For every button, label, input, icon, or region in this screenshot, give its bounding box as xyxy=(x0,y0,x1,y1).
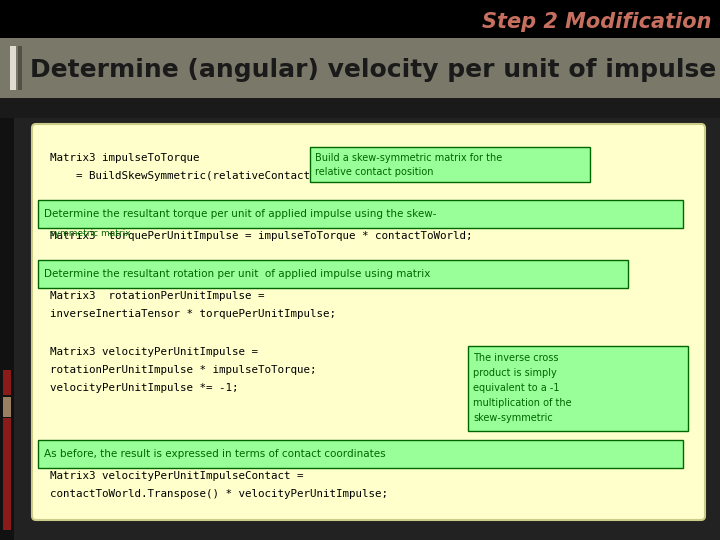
Text: equivalent to a -1: equivalent to a -1 xyxy=(473,383,559,393)
FancyBboxPatch shape xyxy=(32,124,705,520)
FancyBboxPatch shape xyxy=(10,46,16,90)
FancyBboxPatch shape xyxy=(38,260,628,288)
Text: As before, the result is expressed in terms of contact coordinates: As before, the result is expressed in te… xyxy=(44,449,386,459)
Text: Matrix3 velocityPerUnitImpulseContact =: Matrix3 velocityPerUnitImpulseContact = xyxy=(50,471,304,481)
Text: Matrix3  rotationPerUnitImpulse =: Matrix3 rotationPerUnitImpulse = xyxy=(50,291,264,301)
Text: Determine the resultant rotation per unit  of applied impulse using matrix: Determine the resultant rotation per uni… xyxy=(44,269,431,279)
Text: Determine (angular) velocity per unit of impulse: Determine (angular) velocity per unit of… xyxy=(30,58,716,82)
FancyBboxPatch shape xyxy=(468,346,688,431)
Text: velocityPerUnitImpulse *= -1;: velocityPerUnitImpulse *= -1; xyxy=(50,383,238,393)
Text: relative contact position: relative contact position xyxy=(315,167,433,177)
Text: Step 2 Modification: Step 2 Modification xyxy=(482,12,712,32)
FancyBboxPatch shape xyxy=(0,118,720,540)
Text: Matrix3 velocityPerUnitImpulse =: Matrix3 velocityPerUnitImpulse = xyxy=(50,347,258,357)
Text: inverseInertiaTensor * torquePerUnitImpulse;: inverseInertiaTensor * torquePerUnitImpu… xyxy=(50,309,336,319)
Text: multiplication of the: multiplication of the xyxy=(473,398,572,408)
FancyBboxPatch shape xyxy=(310,147,590,182)
FancyBboxPatch shape xyxy=(0,118,14,540)
Text: skew-symmetric: skew-symmetric xyxy=(473,413,553,423)
FancyBboxPatch shape xyxy=(3,397,11,417)
Text: multiplication: multiplication xyxy=(44,269,111,279)
FancyBboxPatch shape xyxy=(38,200,683,228)
Text: rotationPerUnitImpulse * impulseToTorque;: rotationPerUnitImpulse * impulseToTorque… xyxy=(50,365,317,375)
FancyBboxPatch shape xyxy=(0,38,720,98)
FancyBboxPatch shape xyxy=(3,370,11,395)
FancyBboxPatch shape xyxy=(3,418,11,530)
Text: symmetric matrix: symmetric matrix xyxy=(50,230,130,239)
FancyBboxPatch shape xyxy=(38,440,683,468)
FancyBboxPatch shape xyxy=(18,46,22,90)
FancyBboxPatch shape xyxy=(0,0,720,38)
Text: contactToWorld.Transpose() * velocityPerUnitImpulse;: contactToWorld.Transpose() * velocityPer… xyxy=(50,489,388,499)
Text: product is simply: product is simply xyxy=(473,368,557,378)
Text: = BuildSkewSymmetric(relativeContactPosition);: = BuildSkewSymmetric(relativeContactPosi… xyxy=(50,171,375,181)
Text: ordinates: ordinates xyxy=(500,449,546,459)
Text: The inverse cross: The inverse cross xyxy=(473,353,559,363)
FancyBboxPatch shape xyxy=(0,98,720,118)
Text: Matrix3 impulseToTorque: Matrix3 impulseToTorque xyxy=(50,153,199,163)
Text: Determine the resultant torque per unit of applied impulse using the skew-: Determine the resultant torque per unit … xyxy=(44,209,436,219)
FancyBboxPatch shape xyxy=(0,118,720,540)
Text: Matrix3  torquePerUnitImpulse = impulseToTorque * contactToWorld;: Matrix3 torquePerUnitImpulse = impulseTo… xyxy=(50,231,472,241)
Text: Build a skew-symmetric matrix for the: Build a skew-symmetric matrix for the xyxy=(315,153,503,163)
